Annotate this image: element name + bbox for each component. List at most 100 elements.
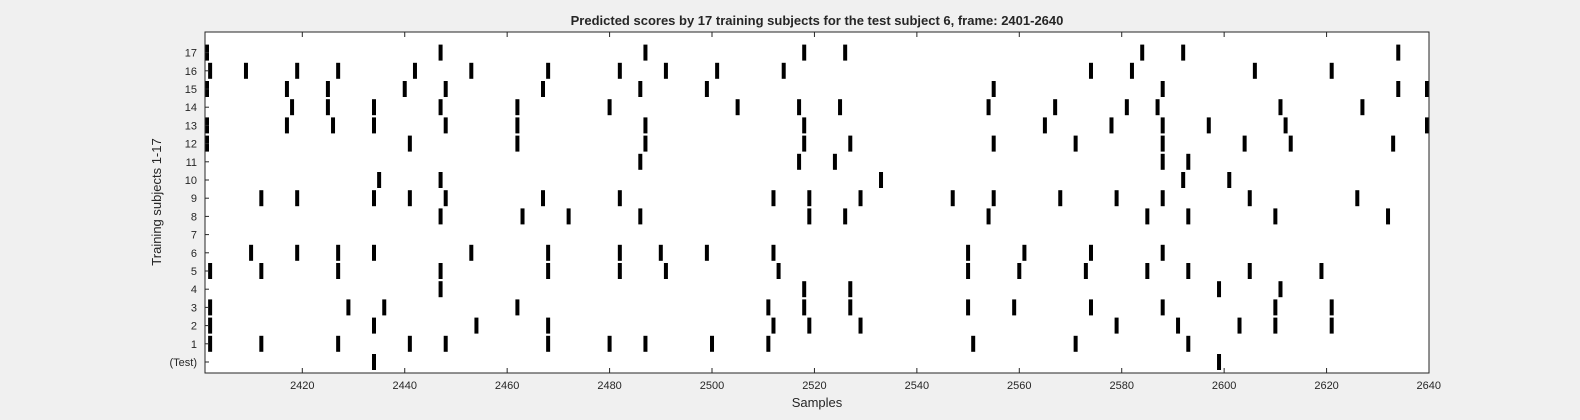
event-mark	[797, 99, 802, 116]
event-mark	[1022, 244, 1027, 261]
event-mark	[832, 153, 837, 170]
event-mark	[1181, 172, 1186, 188]
event-mark	[704, 244, 709, 261]
event-mark	[848, 281, 853, 298]
event-mark	[1145, 208, 1150, 225]
y-axis-label: Training subjects 1-17	[149, 138, 164, 265]
event-mark	[372, 117, 376, 134]
event-mark	[715, 62, 720, 79]
event-mark	[541, 81, 546, 97]
event-mark	[372, 317, 376, 334]
event-mark	[295, 190, 300, 207]
event-mark	[781, 62, 786, 79]
event-mark	[1217, 281, 1222, 298]
x-tick-label: 2560	[1007, 380, 1031, 392]
event-mark	[249, 244, 254, 261]
event-mark	[858, 190, 863, 207]
event-mark	[1160, 135, 1165, 152]
x-tick-label: 2580	[1109, 380, 1133, 392]
event-mark	[1042, 117, 1047, 134]
event-mark	[1160, 153, 1165, 170]
event-mark	[1124, 99, 1129, 116]
event-mark	[1186, 263, 1191, 279]
event-mark	[336, 62, 341, 79]
event-mark	[546, 263, 551, 279]
event-mark	[1186, 153, 1191, 170]
y-tick-label-15: 15	[185, 84, 197, 96]
x-axis-label: Samples	[792, 395, 843, 410]
event-mark	[704, 81, 709, 97]
event-mark	[1109, 117, 1114, 134]
event-mark	[469, 244, 474, 261]
event-mark	[1355, 190, 1360, 207]
event-mark	[407, 190, 412, 207]
event-mark	[766, 335, 771, 352]
event-mark	[1058, 190, 1063, 207]
event-mark	[1278, 99, 1283, 116]
event-mark	[1237, 317, 1242, 334]
y-tick-label-1: 1	[191, 339, 197, 351]
event-mark	[848, 299, 853, 316]
event-mark	[331, 117, 336, 134]
event-mark	[259, 335, 264, 352]
event-mark	[290, 99, 295, 116]
event-mark	[617, 244, 622, 261]
event-mark	[208, 62, 213, 79]
event-mark	[1017, 263, 1022, 279]
event-mark	[1155, 99, 1160, 116]
y-tick-label-16: 16	[185, 66, 197, 78]
y-tick-label-3: 3	[191, 302, 197, 314]
y-tick-label-9: 9	[191, 193, 197, 205]
event-mark	[438, 281, 443, 298]
x-tick-label: 2540	[905, 380, 929, 392]
event-mark	[971, 335, 976, 352]
event-mark	[566, 208, 571, 225]
event-mark	[802, 117, 807, 134]
y-tick-label-12: 12	[185, 139, 197, 151]
event-mark	[617, 190, 622, 207]
event-mark	[638, 153, 643, 170]
plot-frame	[204, 31, 1430, 374]
event-mark	[771, 244, 776, 261]
event-mark	[663, 62, 668, 79]
event-mark	[1088, 299, 1093, 316]
event-mark	[1145, 263, 1150, 279]
event-mark	[991, 135, 996, 152]
event-mark	[469, 62, 474, 79]
y-tick-label-4: 4	[191, 284, 197, 296]
event-mark	[1114, 317, 1119, 334]
event-mark	[1360, 99, 1365, 116]
event-mark	[1160, 299, 1165, 316]
event-mark	[802, 135, 807, 152]
event-mark	[1206, 117, 1211, 134]
event-mark	[1425, 117, 1429, 134]
event-mark	[658, 244, 663, 261]
event-mark	[797, 153, 802, 170]
event-mark	[372, 190, 376, 207]
event-mark	[802, 281, 807, 298]
event-mark	[1186, 208, 1191, 225]
event-mark	[643, 44, 648, 61]
event-mark	[1247, 263, 1252, 279]
event-mark	[1088, 244, 1093, 261]
y-tick-label-14: 14	[185, 102, 197, 114]
event-mark	[807, 190, 812, 207]
event-mark	[407, 135, 412, 152]
event-mark	[1186, 335, 1191, 352]
event-mark	[1425, 81, 1429, 97]
event-mark	[1160, 244, 1165, 261]
event-mark	[848, 135, 853, 152]
event-mark	[1181, 44, 1186, 61]
x-tick-label: 2440	[392, 380, 416, 392]
event-mark	[1329, 62, 1334, 79]
event-mark	[546, 62, 551, 79]
event-mark	[607, 335, 612, 352]
event-mark	[802, 44, 807, 61]
event-mark	[1053, 99, 1058, 116]
event-mark	[1073, 135, 1078, 152]
y-tick-label-5: 5	[191, 266, 197, 278]
x-tick-label: 2420	[290, 380, 314, 392]
event-mark	[372, 244, 376, 261]
